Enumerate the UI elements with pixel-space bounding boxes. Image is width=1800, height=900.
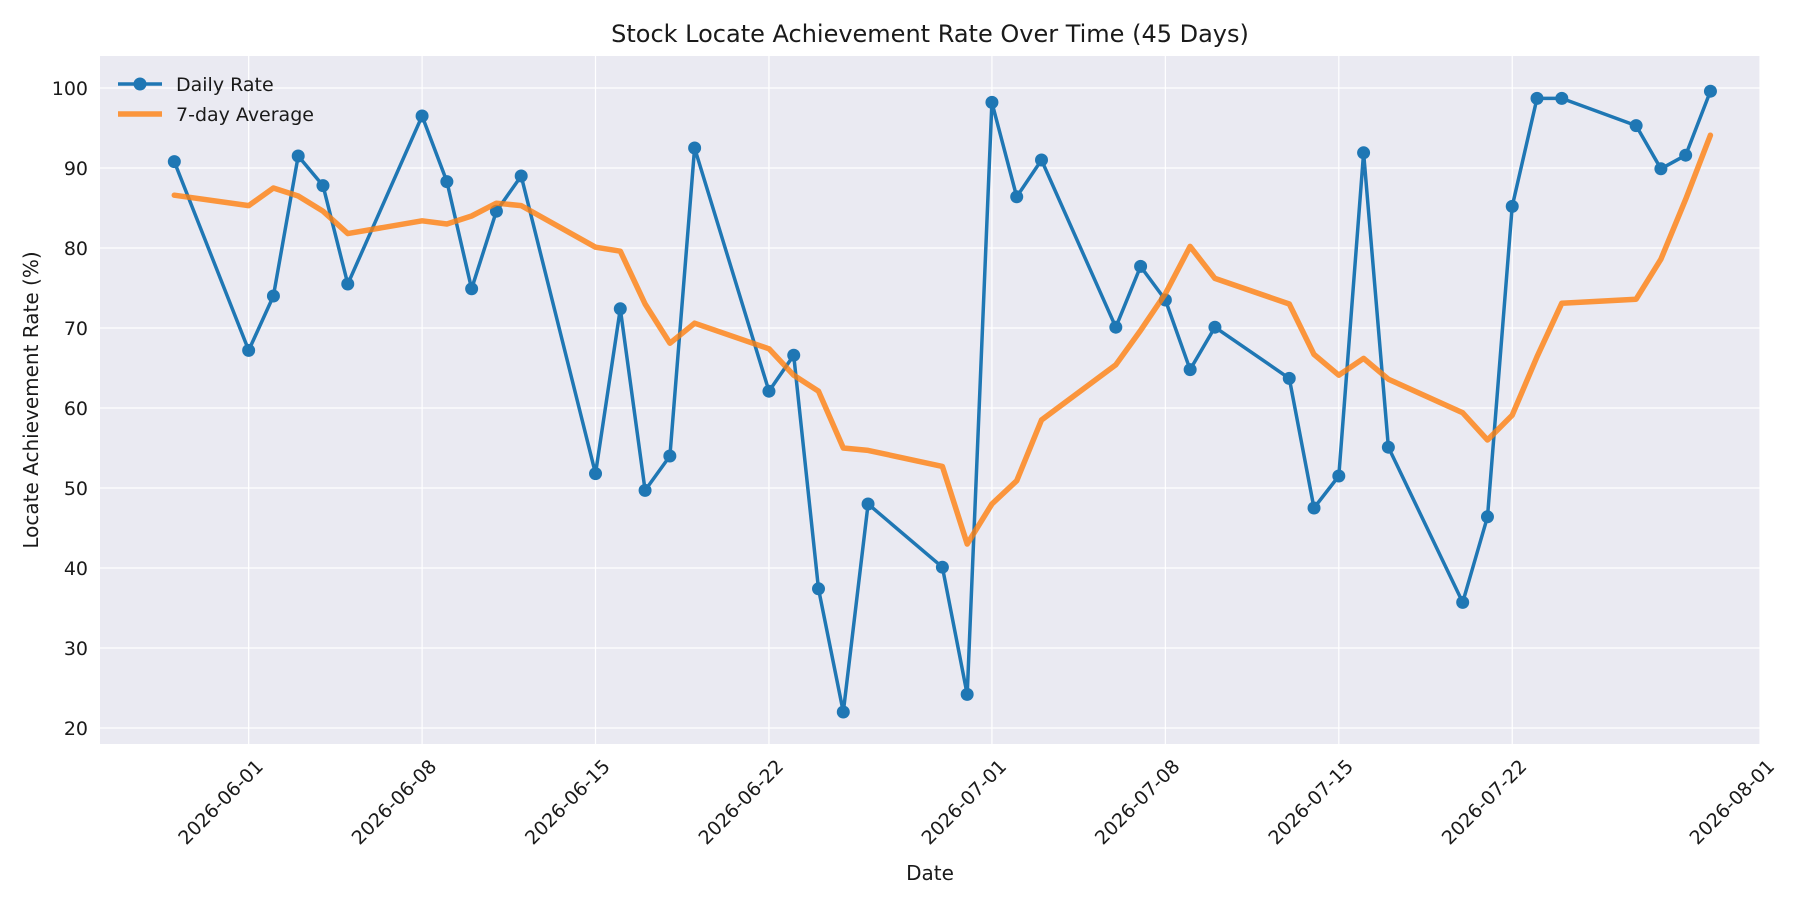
daily-rate-point xyxy=(613,302,627,316)
series-layer xyxy=(167,84,1717,719)
daily-rate-point xyxy=(341,277,355,291)
y-tick-label: 50 xyxy=(64,478,88,500)
daily-rate-point xyxy=(1381,440,1395,454)
x-axis-label: Date xyxy=(906,861,954,885)
grid-lines xyxy=(100,56,1761,744)
daily-rate-point xyxy=(440,175,454,189)
daily-rate-point xyxy=(1109,320,1123,334)
daily-rate-point xyxy=(1480,510,1494,524)
daily-rate-point xyxy=(836,705,850,719)
daily-rate-point xyxy=(167,155,181,169)
y-tick-label: 60 xyxy=(64,398,88,420)
daily-rate-point xyxy=(812,582,826,596)
legend-daily-label: Daily Rate xyxy=(176,74,274,96)
daily-rate-point xyxy=(266,289,280,303)
daily-rate-point xyxy=(1555,91,1569,105)
daily-rate-point xyxy=(242,343,256,357)
daily-rate-point xyxy=(935,560,949,574)
legend: Daily Rate 7-day Average xyxy=(118,74,314,126)
seven-day-average-line xyxy=(171,132,1714,547)
daily-rate-point xyxy=(1357,146,1371,160)
daily-rate-point xyxy=(1629,119,1643,133)
daily-rate-point xyxy=(688,141,702,155)
daily-rate-point xyxy=(663,449,677,463)
legend-daily-marker xyxy=(133,77,147,91)
daily-rate-point xyxy=(465,282,479,296)
y-tick-label: 20 xyxy=(64,718,88,740)
y-axis-label: Locate Achievement Rate (%) xyxy=(19,251,43,548)
legend-average-label: 7-day Average xyxy=(176,104,314,126)
y-tick-label: 70 xyxy=(64,318,88,340)
daily-rate-point xyxy=(415,109,429,123)
daily-rate-point xyxy=(762,384,776,398)
daily-rate-point xyxy=(1654,162,1668,176)
daily-rate-point xyxy=(1505,199,1519,213)
daily-rate-point xyxy=(1208,320,1222,334)
daily-rate-point xyxy=(589,467,603,481)
plot-area xyxy=(100,56,1760,744)
daily-rate-point xyxy=(1010,190,1024,204)
y-tick-label: 40 xyxy=(64,558,88,580)
daily-rate-point xyxy=(638,483,652,497)
daily-rate-point xyxy=(1332,469,1346,483)
daily-rate-point xyxy=(1183,363,1197,377)
daily-rate-point xyxy=(316,179,330,193)
y-tick-label: 100 xyxy=(52,78,88,100)
daily-rate-point xyxy=(1456,595,1470,609)
daily-rate-point xyxy=(1679,148,1693,162)
daily-rate-point xyxy=(1307,501,1321,515)
daily-rate-point xyxy=(1530,91,1544,105)
daily-rate-point xyxy=(960,687,974,701)
y-tick-label: 80 xyxy=(64,238,88,260)
daily-rate-point xyxy=(1703,84,1717,98)
daily-rate-point xyxy=(291,149,305,163)
daily-rate-point xyxy=(514,169,528,183)
y-tick-label: 90 xyxy=(64,158,88,180)
y-tick-label: 30 xyxy=(64,638,88,660)
daily-rate-point xyxy=(787,348,801,362)
daily-rate-point xyxy=(1282,371,1296,385)
chart-title: Stock Locate Achievement Rate Over Time … xyxy=(611,20,1249,48)
daily-rate-point xyxy=(985,95,999,109)
daily-rate-point xyxy=(1134,259,1148,273)
daily-rate-point xyxy=(1034,153,1048,167)
daily-rate-point xyxy=(861,497,875,511)
